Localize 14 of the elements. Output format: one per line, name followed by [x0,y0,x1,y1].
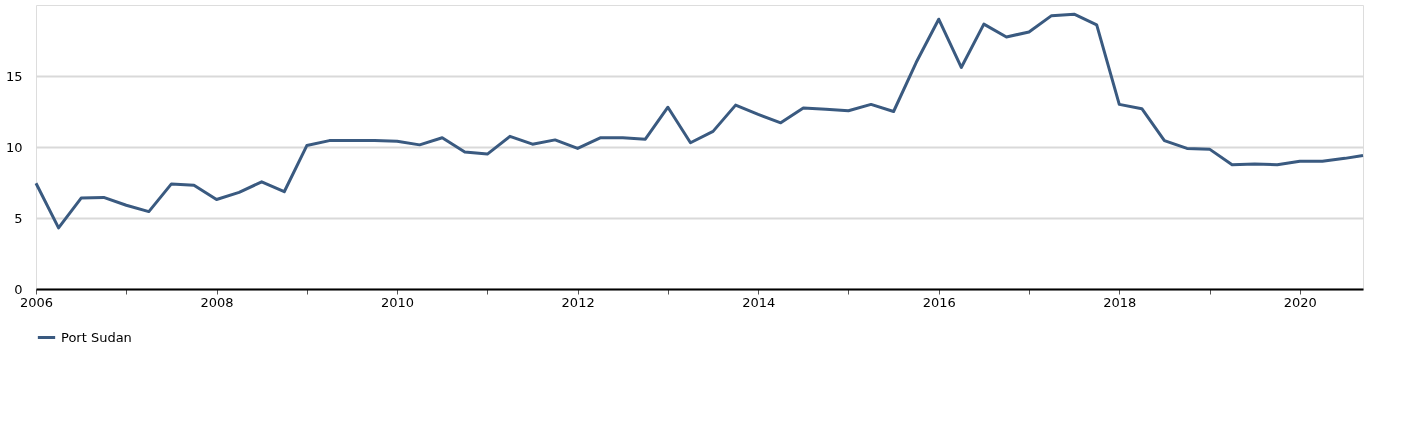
x-tick-label: 2016 [922,294,956,310]
x-tick-label: 2020 [1283,294,1317,310]
x-tick-label: 2008 [200,294,234,310]
y-tick-label: 10 [5,139,23,155]
y-tick-label: 5 [14,210,23,226]
legend-label: Port Sudan [61,329,132,345]
y-tick-label: 15 [5,68,23,84]
x-tick-label: 2006 [19,294,54,310]
x-tick-label: 2018 [1103,294,1137,310]
line-series [34,12,1365,230]
x-tick-label: 2010 [381,294,415,310]
x-tick-label: 2014 [742,294,776,310]
y-tick-label: 0 [14,281,23,297]
x-tick-label: 2012 [561,294,595,310]
